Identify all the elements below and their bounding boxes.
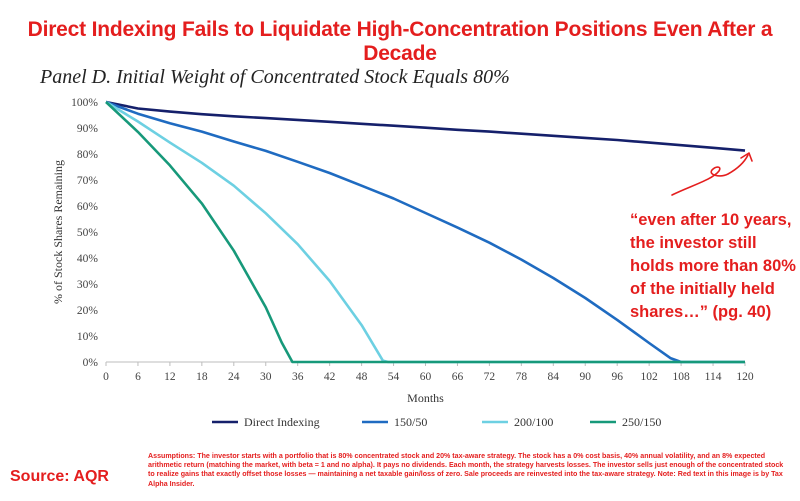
x-tick-label: 42 (324, 371, 336, 383)
chart-lines (105, 100, 746, 364)
x-tick-label: 84 (548, 371, 560, 383)
x-tick-label: 114 (705, 371, 722, 383)
x-tick-label: 60 (420, 371, 432, 383)
legend-label: 200/100 (514, 415, 553, 429)
x-tick-label: 78 (516, 371, 528, 383)
x-tick-label: 54 (388, 371, 400, 383)
y-tick-label: 20% (77, 305, 99, 317)
y-tick-label: 30% (77, 279, 99, 291)
y-tick-label: 40% (77, 253, 99, 265)
y-tick-label: 80% (77, 149, 99, 161)
callout-arrow (671, 154, 749, 196)
y-tick-label: 0% (83, 357, 99, 369)
chart-ticks: 0% 10% 20% 30% 40% 50% 60% 70% 80% 90% 100% 0 6 12 18 2… (71, 97, 754, 383)
x-tick-label: 96 (611, 371, 623, 383)
x-tick-label: 90 (580, 371, 592, 383)
x-tick-label: 108 (672, 371, 690, 383)
x-tick-label: 36 (292, 371, 304, 383)
x-tick-label: 6 (135, 371, 141, 383)
x-tick-label: 102 (641, 371, 659, 383)
chart-title: Panel D. Initial Weight of Concentrated … (40, 66, 510, 88)
x-tick-label: 48 (356, 371, 368, 383)
y-tick-label: 60% (77, 201, 99, 213)
series-line-direct-indexing (105, 100, 746, 152)
y-tick-label: 70% (77, 175, 99, 187)
legend-label: 150/50 (394, 415, 427, 429)
legend-label: 250/150 (622, 415, 661, 429)
source-credit: Source: AQR (10, 468, 109, 485)
y-tick-label: 90% (77, 123, 99, 135)
x-tick-label: 24 (228, 371, 240, 383)
assumptions-note: Assumptions: The investor starts with a … (148, 452, 784, 488)
x-tick-label: 66 (452, 371, 464, 383)
y-tick-label: 100% (71, 97, 98, 109)
chart-legend: Direct Indexing 150/50 200/100 250/150 (212, 415, 661, 429)
series-line-150-50 (105, 100, 745, 364)
quote-callout: “even after 10 years, the investor still… (630, 211, 796, 321)
y-tick-label: 50% (77, 227, 99, 239)
x-tick-label: 30 (260, 371, 272, 383)
x-tick-label: 120 (736, 371, 754, 383)
y-axis-label: % of Stock Shares Remaining (51, 160, 65, 304)
x-axis-label: Months (407, 391, 444, 405)
callout-arrowhead (740, 152, 753, 162)
x-tick-label: 12 (164, 371, 176, 383)
legend-label: Direct Indexing (244, 415, 320, 429)
x-tick-label: 72 (484, 371, 496, 383)
x-tick-label: 18 (196, 371, 208, 383)
x-tick-label: 0 (103, 371, 109, 383)
y-tick-label: 10% (77, 331, 99, 343)
series-line-250-150 (105, 101, 745, 364)
page-headline: Direct Indexing Fails to Liquidate High-… (27, 18, 773, 65)
